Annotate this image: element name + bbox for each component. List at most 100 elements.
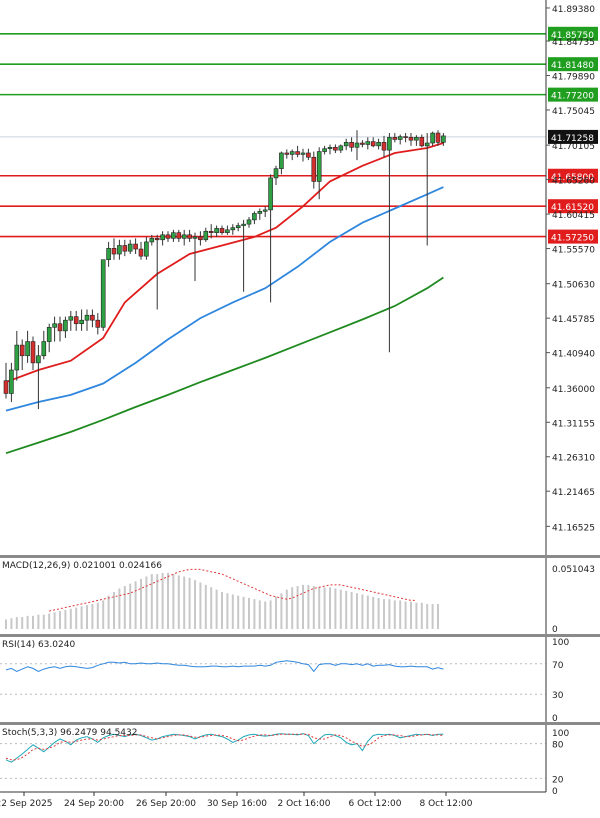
time-tick-label: 30 Sep 16:00	[207, 799, 267, 809]
stochastic-panel	[0, 733, 546, 779]
candle-bear	[138, 248, 144, 257]
candle-bull	[322, 148, 327, 152]
price-tick-label: 41.45785	[552, 315, 595, 325]
candle-bull	[230, 227, 236, 231]
candle-bull	[262, 209, 268, 212]
candle-bull	[52, 323, 57, 328]
candle-bear	[176, 232, 182, 239]
candle-bear	[95, 319, 101, 328]
price-tick-label: 41.21465	[552, 488, 595, 498]
candle-bear	[403, 136, 408, 138]
candle-bull	[25, 341, 30, 357]
price-axis: 41.89380 41.84735 41.79890 41.75045 41.70105…	[546, 5, 598, 797]
candle-bull	[160, 234, 165, 241]
candle-bull	[338, 145, 344, 151]
rsi-panel	[0, 660, 546, 695]
candle-bull	[117, 245, 122, 255]
candle-bull	[424, 142, 430, 147]
time-tick-label: 24 Sep 20:00	[64, 799, 124, 809]
candle-bear	[111, 248, 117, 255]
candle-bear	[208, 230, 214, 233]
macd-signal-line	[49, 568, 417, 612]
candle-bear	[295, 151, 300, 155]
candle-bull	[365, 141, 371, 145]
price-tick-label: 41.75045	[552, 107, 595, 117]
candle-bull	[63, 319, 68, 332]
candle-bull	[225, 229, 230, 233]
candle-bull	[149, 238, 155, 243]
candle-bull	[343, 142, 349, 147]
candle-bull	[430, 132, 435, 144]
price-tick-label: 41.84735	[552, 38, 595, 48]
candle-bull	[252, 213, 257, 221]
current-price-tag	[548, 129, 598, 144]
candle-bear	[311, 156, 317, 182]
rsi-tick-label: 0	[552, 714, 558, 724]
candle-bull	[316, 151, 322, 182]
macd-label: MACD(12,26,9) 0.021001 0.024166	[2, 561, 162, 571]
candle-bull	[9, 369, 14, 394]
candle-bull	[257, 211, 263, 214]
moving-averages	[5, 142, 444, 455]
horizontal-levels: 41.85750 41.81480 41.77200 41.65800 41.61520…	[0, 26, 598, 244]
level-label: 41.81480	[551, 61, 594, 71]
candle-bull	[235, 225, 241, 228]
candle-bear	[306, 152, 311, 158]
candle-bull	[289, 151, 295, 155]
rsi-tick-label: 100	[552, 638, 569, 648]
candle-bull	[106, 248, 111, 261]
candle-bull	[127, 243, 133, 252]
level-label: 41.85750	[551, 31, 594, 41]
candle-bull	[273, 168, 279, 179]
current-price-label: 41.71258	[551, 134, 594, 144]
candle-bear	[73, 316, 79, 325]
candle-bear	[381, 142, 387, 151]
stoch-tick-label: 80	[552, 741, 564, 751]
candle-bear	[408, 137, 414, 141]
level-label: 41.65800	[551, 173, 594, 183]
candle-bull	[171, 232, 176, 239]
panel-separator	[0, 555, 600, 558]
candle-bull	[100, 259, 106, 328]
candle-bull	[441, 135, 446, 143]
indicator-labels: MACD(12,26,9) 0.021001 0.024166 RSI(14) 6…	[2, 561, 162, 738]
moving-average-line	[5, 186, 444, 412]
candle-bear	[3, 380, 9, 394]
time-tick-label: 2 Oct 16:00	[278, 799, 331, 809]
level-tag-support	[548, 168, 598, 183]
candle-bull	[279, 152, 284, 169]
price-tick-label: 41.55570	[552, 246, 595, 256]
macd-tick-label: 0	[552, 625, 558, 635]
stoch-tick-label: 0	[552, 787, 558, 797]
candle-bull	[214, 228, 219, 233]
stoch-label: Stoch(5,3,3) 96.2479 94.5432	[2, 728, 137, 738]
panel-frames	[0, 0, 600, 793]
candle-bear	[187, 234, 192, 239]
candle-bull	[414, 137, 419, 141]
candle-bear	[392, 137, 398, 140]
candle-bull	[268, 177, 273, 211]
price-tick-label: 41.31155	[552, 419, 595, 429]
candle-bear	[165, 234, 171, 239]
candle-bear	[122, 245, 128, 252]
candle-bull	[241, 223, 246, 226]
candle-bear	[370, 141, 376, 147]
candle-bull	[68, 316, 74, 321]
rsi-tick-label: 30	[552, 691, 564, 701]
candle-bull	[84, 314, 90, 321]
candle-bear	[133, 243, 138, 250]
candle-bull	[327, 146, 333, 150]
candle-bear	[435, 132, 441, 143]
candle-bull	[46, 327, 52, 342]
candle-bull	[79, 319, 84, 325]
candle-bull	[41, 341, 47, 357]
level-label: 41.77200	[551, 92, 594, 102]
price-tick-label: 41.79890	[552, 72, 595, 82]
candle-bull	[300, 152, 306, 155]
candle-bull	[181, 234, 187, 239]
stoch-k-line	[5, 733, 444, 763]
candle-bull	[144, 241, 149, 257]
candle-bull	[376, 142, 381, 147]
